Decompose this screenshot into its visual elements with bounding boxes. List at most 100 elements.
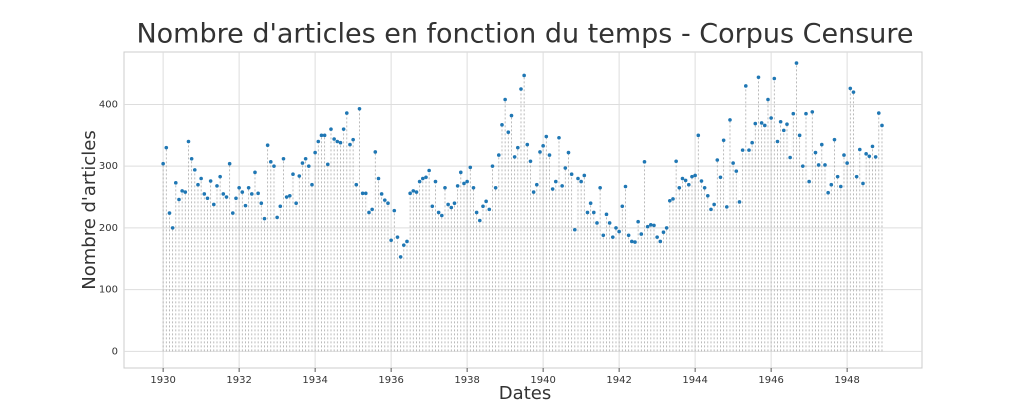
y-tick-label: 200 (99, 223, 118, 234)
point (357, 106, 362, 111)
point (465, 179, 469, 184)
point (335, 139, 340, 144)
y-tick-label: 300 (99, 161, 118, 172)
point (747, 148, 751, 152)
point (566, 150, 571, 155)
point (443, 185, 447, 190)
point (848, 86, 853, 91)
point (588, 201, 593, 206)
point (237, 185, 241, 190)
point (408, 191, 412, 196)
point (762, 123, 767, 128)
point (354, 182, 359, 187)
point (642, 160, 647, 164)
point (604, 212, 609, 217)
point (411, 189, 416, 193)
point (221, 192, 226, 196)
point (709, 207, 713, 212)
point (218, 174, 222, 179)
point (161, 161, 165, 166)
point (424, 175, 428, 180)
point (652, 223, 656, 228)
point (572, 227, 577, 232)
point (300, 161, 305, 165)
point (363, 191, 368, 196)
point (192, 168, 197, 172)
point (224, 195, 229, 199)
point (196, 182, 200, 187)
x-tick-label: 1930 (150, 375, 175, 386)
point (667, 198, 672, 203)
point (230, 211, 235, 215)
point (278, 204, 283, 209)
point (655, 235, 659, 239)
point (690, 174, 694, 179)
point (509, 113, 514, 118)
point (395, 235, 400, 239)
point (170, 226, 175, 230)
point (699, 179, 704, 183)
point (633, 240, 637, 244)
chart-title: Nombre d'articles en fonction du temps -… (136, 19, 913, 50)
point (845, 161, 849, 165)
point (427, 168, 431, 173)
point (750, 140, 754, 145)
x-tick-label: 1940 (530, 375, 555, 386)
point (838, 184, 843, 189)
point (607, 221, 612, 225)
point (671, 197, 675, 201)
point (313, 150, 317, 155)
point (715, 158, 720, 162)
point (256, 191, 260, 196)
point (452, 201, 457, 206)
point (645, 224, 650, 229)
point (376, 176, 381, 181)
point (728, 118, 732, 122)
x-tick-label: 1946 (758, 375, 783, 386)
point (215, 184, 219, 188)
point (246, 185, 251, 190)
point (620, 204, 625, 209)
point (367, 210, 371, 215)
point (737, 200, 742, 204)
point (348, 142, 352, 147)
point (338, 140, 343, 145)
point (401, 243, 406, 247)
point (617, 229, 621, 234)
point (468, 165, 473, 170)
point (294, 201, 298, 206)
x-tick-label: 1948 (834, 375, 859, 386)
point (417, 179, 422, 184)
point (268, 160, 273, 164)
point (202, 192, 207, 196)
point (610, 235, 615, 239)
point (810, 110, 815, 114)
point (576, 176, 580, 181)
point (683, 178, 688, 183)
point (544, 134, 549, 139)
point (734, 169, 739, 173)
point (857, 147, 862, 152)
point (310, 182, 314, 187)
point (686, 182, 691, 187)
point (538, 150, 542, 154)
point (405, 239, 409, 244)
point (569, 172, 574, 177)
point (864, 152, 868, 156)
point (829, 182, 834, 187)
point (560, 184, 564, 188)
point (306, 164, 311, 168)
point (636, 219, 640, 224)
point (629, 239, 634, 244)
point (553, 179, 558, 184)
x-tick-label: 1942 (606, 375, 631, 386)
point (614, 226, 618, 230)
point (183, 190, 188, 194)
point (512, 155, 517, 159)
point (506, 130, 511, 135)
point (243, 203, 248, 208)
point (275, 215, 279, 220)
point (693, 173, 697, 178)
point (712, 202, 716, 207)
